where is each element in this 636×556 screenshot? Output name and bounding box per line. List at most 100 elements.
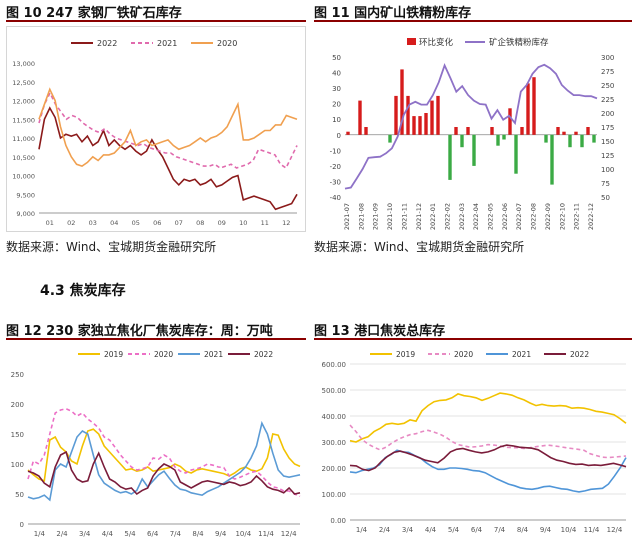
y-left-tick-label: -10: [330, 147, 341, 155]
legend-label-2022: 2022: [97, 39, 117, 48]
bar: [472, 134, 476, 166]
bar: [436, 95, 440, 135]
bar: [430, 100, 434, 135]
x-tick-label: 8/4: [517, 526, 529, 534]
y-left-tick-label: 40: [332, 70, 341, 78]
bar: [400, 69, 404, 135]
x-tick-label: 12/4: [281, 530, 297, 538]
y-tick-label: 200: [11, 401, 24, 409]
x-tick-label: 06: [153, 219, 161, 227]
y-right-tick-label: 50: [601, 194, 610, 202]
y-left-tick-label: -30: [330, 178, 341, 186]
y-left-tick-label: 30: [332, 85, 341, 93]
x-tick-label: 9/4: [215, 530, 227, 538]
y-right-tick-label: 175: [601, 124, 614, 132]
x-tick-label: 8/4: [192, 530, 204, 538]
y-tick-label: 150: [11, 431, 24, 439]
x-tick-label: 2021-07: [343, 203, 351, 230]
x-tick-label: 05: [132, 219, 140, 227]
bar: [418, 116, 422, 135]
bar: [544, 134, 548, 143]
bar: [394, 95, 398, 135]
figure-13-title: 图 13 港口焦炭总库存: [314, 324, 446, 339]
series-line-2022: [349, 444, 627, 472]
legend-label-2022: 2022: [570, 350, 589, 359]
figure-12-panel: 图 12 230 家独立焦化厂焦炭库存：周：万吨 0 50 100 150 200 250…: [6, 318, 306, 554]
bar: [454, 127, 458, 135]
x-tick-label: 10/4: [235, 530, 251, 538]
x-tick-label: 5/4: [448, 526, 460, 534]
y-right-tick-label: 75: [601, 180, 610, 188]
y-left-tick-label: -20: [330, 163, 341, 171]
bar: [502, 134, 506, 140]
figure-10-title: 图 10 247 家钢厂铁矿石库存: [6, 6, 182, 21]
x-tick-label: 08: [196, 219, 204, 227]
figure-12-title-bar: 图 12 230 家独立焦化厂焦炭库存：周：万吨: [6, 318, 306, 340]
legend-label-bar: 环比变化: [419, 37, 454, 48]
y-right-tick-label: 200: [601, 110, 614, 118]
y-tick-label: 500.00: [322, 387, 347, 395]
x-tick-label: 12: [282, 219, 290, 227]
bar: [556, 127, 560, 135]
x-tick-label: 2022-09: [544, 203, 552, 230]
y-left-tick-label: 20: [332, 101, 341, 109]
y-left-tick-label: -40: [330, 194, 341, 202]
bar: [550, 134, 554, 185]
figure-12-chart: 0 50 100 150 200 250 1/4 2/4 3/4 4/4 5/4 6/4 7/4 8/4 9…: [11, 350, 301, 538]
x-tick-label: 2022-02: [443, 203, 451, 230]
section-heading: 4.3 焦炭库存: [40, 283, 126, 299]
bar: [346, 131, 350, 135]
bar: [532, 77, 536, 135]
y-tick-label: 0: [20, 521, 24, 529]
x-tick-label: 02: [67, 219, 75, 227]
legend-label-line: 矿企铁精粉库存: [489, 37, 549, 48]
bar: [574, 131, 578, 135]
y-left-tick-label: 10: [332, 116, 341, 124]
bar: [592, 134, 596, 143]
x-tick-label: 2/4: [379, 526, 391, 534]
series-line-inventory: [344, 62, 598, 190]
bar: [364, 127, 368, 135]
y-right-tick-label: 150: [601, 138, 614, 146]
x-tick-label: 6/4: [147, 530, 159, 538]
x-tick-label: 7/4: [170, 530, 182, 538]
x-tick-label: 2022-06: [501, 203, 509, 230]
series-line-2019: [349, 392, 627, 443]
x-tick-label: 2022-01: [429, 203, 437, 230]
y-tick-label: 11,500: [12, 116, 35, 124]
y-tick-label: 13,000: [12, 60, 35, 68]
figure-11-chart: -40 -30 -20 -10 0 10 20 30 40 50 50 75 100 125 150 175 2…: [330, 37, 615, 230]
x-tick-label: 2022-04: [472, 203, 480, 230]
series-line-2020: [349, 424, 627, 459]
bar: [406, 95, 410, 135]
y-right-tick-label: 225: [601, 96, 614, 104]
bar: [388, 134, 392, 143]
figure-13-panel: 图 13 港口焦炭总库存 0.00 100.00 200.00 300.00 400.0…: [314, 318, 632, 554]
bar: [580, 134, 584, 148]
bar: [520, 127, 524, 135]
y-tick-label: 11,000: [12, 135, 35, 143]
series-line-2020: [27, 407, 301, 498]
x-tick-label: 01: [46, 219, 54, 227]
legend-label-2020: 2020: [154, 350, 173, 359]
figure-10-chart: 9,000 9,500 10,000 10,500 11,000 11,500 12,000…: [12, 39, 298, 227]
series-line-2022: [27, 450, 301, 496]
y-tick-label: 200.00: [322, 465, 347, 473]
legend-label-2019: 2019: [104, 350, 123, 359]
x-tick-label: 2022-10: [558, 203, 566, 230]
series-line-2022: [38, 106, 298, 211]
figure-10-title-bar: 图 10 247 家钢厂铁矿石库存: [6, 0, 306, 22]
figure-10-source: 数据来源：Wind、宝城期货金融研究所: [6, 240, 217, 254]
bar: [358, 100, 362, 135]
x-tick-label: 11/4: [258, 530, 274, 538]
figure-10-panel: 图 10 247 家钢厂铁矿石库存 9,000 9,500 10,000 10,500…: [6, 0, 306, 262]
bar: [568, 134, 572, 148]
x-tick-label: 2021-10: [386, 203, 394, 230]
x-tick-label: 2022-11: [573, 203, 581, 230]
x-tick-label: 04: [110, 219, 118, 227]
bar: [514, 134, 518, 174]
bar: [586, 127, 590, 135]
y-right-tick-label: 250: [601, 82, 614, 90]
figure-11-title-bar: 图 11 国内矿山铁精粉库存: [314, 0, 632, 22]
x-tick-label: 10/4: [561, 526, 577, 534]
